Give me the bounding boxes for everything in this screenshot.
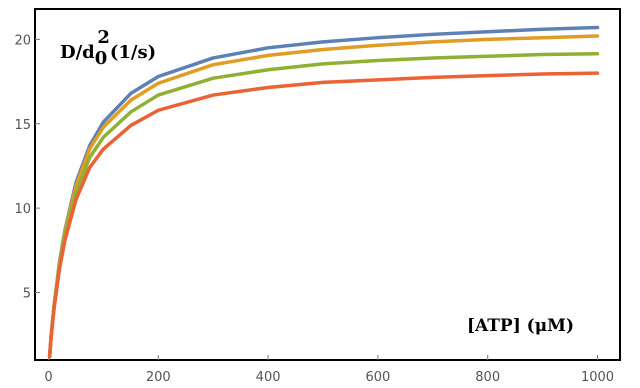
y-tick-label: 20 <box>14 33 31 48</box>
x-tick-label: 1000 <box>581 370 614 385</box>
y-tick-label: 15 <box>14 118 31 133</box>
x-tick-label: 0 <box>44 370 52 385</box>
x-tick-label: 600 <box>365 370 390 385</box>
plot-frame <box>34 8 621 361</box>
series-layer <box>47 25 600 359</box>
y-axis-label: D/d02(1/s) <box>60 27 156 69</box>
y-axis-label-main: D/d <box>60 42 95 63</box>
y-axis-label-superscript: 2 <box>97 27 110 48</box>
ticks-layer: 0 200 400 600 800 1000 5 10 15 20 <box>14 33 614 385</box>
x-tick-label: 400 <box>256 370 281 385</box>
series-line-4 <box>47 71 600 359</box>
y-axis-label-subscript: 0 <box>95 48 108 69</box>
x-tick-label: 800 <box>475 370 500 385</box>
x-tick-label: 200 <box>146 370 171 385</box>
x-axis-label: [ATP] (μM) <box>467 316 574 336</box>
y-axis-label-unit: (1/s) <box>110 42 156 63</box>
y-tick-label: 5 <box>23 287 31 302</box>
y-tick-label: 10 <box>14 202 31 217</box>
series-line-1 <box>47 25 600 359</box>
